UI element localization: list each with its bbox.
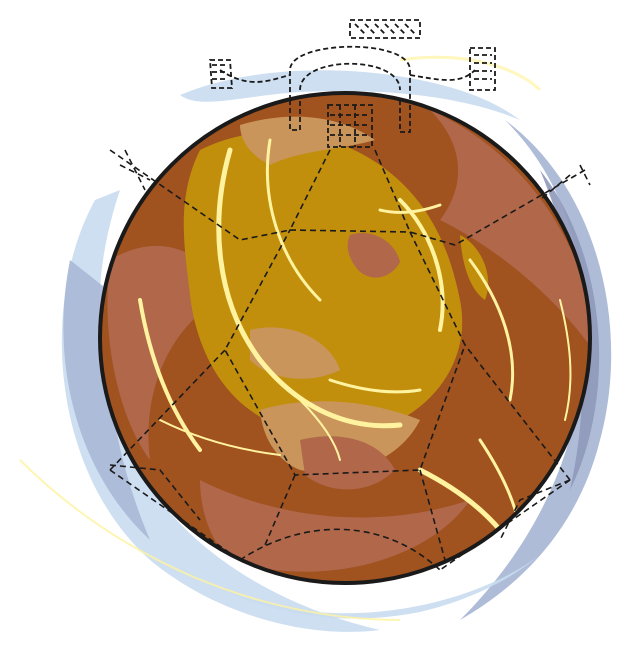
mount-socket-grid: [330, 105, 370, 147]
wireframe-ray-se: [439, 344, 571, 571]
halo-top: [180, 70, 520, 120]
mount-arch-inner: [299, 62, 401, 91]
mount-top-hatch: [354, 23, 416, 35]
wireframe-ray-right: [539, 164, 591, 201]
mount-arch: [289, 45, 411, 100]
ocean-mid-tone-east: [430, 110, 590, 360]
halo-glow-streak: [19, 459, 401, 621]
halo-glow-streak-2: [399, 55, 542, 92]
mount-left-hatch: [212, 64, 228, 80]
island-center: [347, 233, 400, 278]
landmass-north: [240, 116, 375, 165]
mount-right-hatch: [474, 54, 492, 80]
ocean-mid-tone-south: [200, 480, 470, 572]
wireframe-bottom-left: [109, 464, 201, 521]
mount-structure: [209, 19, 496, 148]
mount-arm-left: [209, 59, 291, 89]
halo-right-dark: [540, 170, 600, 490]
wireframe-bottom-right: [499, 479, 571, 541]
wireframe-bottom: [239, 469, 446, 571]
wireframe-ray-top: [289, 149, 411, 233]
wireframe-ray-nw: [109, 149, 291, 241]
highlight-streaks: [138, 138, 572, 563]
globe-outline: [98, 91, 592, 585]
landmass-south-dark: [300, 436, 395, 490]
wireframe-hexagon: [224, 229, 466, 476]
halo-bottom: [170, 555, 540, 619]
dashed-wireframe: [109, 149, 591, 571]
globe: [98, 91, 592, 585]
landmass-inland: [250, 327, 340, 379]
halo-right: [460, 120, 612, 620]
wireframe-ray-left: [119, 149, 151, 191]
mount-top-block: [349, 19, 421, 39]
mount-stem-right: [399, 100, 411, 133]
mount-arm-right: [409, 47, 496, 91]
wireframe-ray-ne: [409, 169, 586, 246]
wireframe-ray-sw: [109, 349, 241, 561]
mount-socket: [327, 104, 373, 148]
mount-stem-left: [289, 100, 301, 131]
